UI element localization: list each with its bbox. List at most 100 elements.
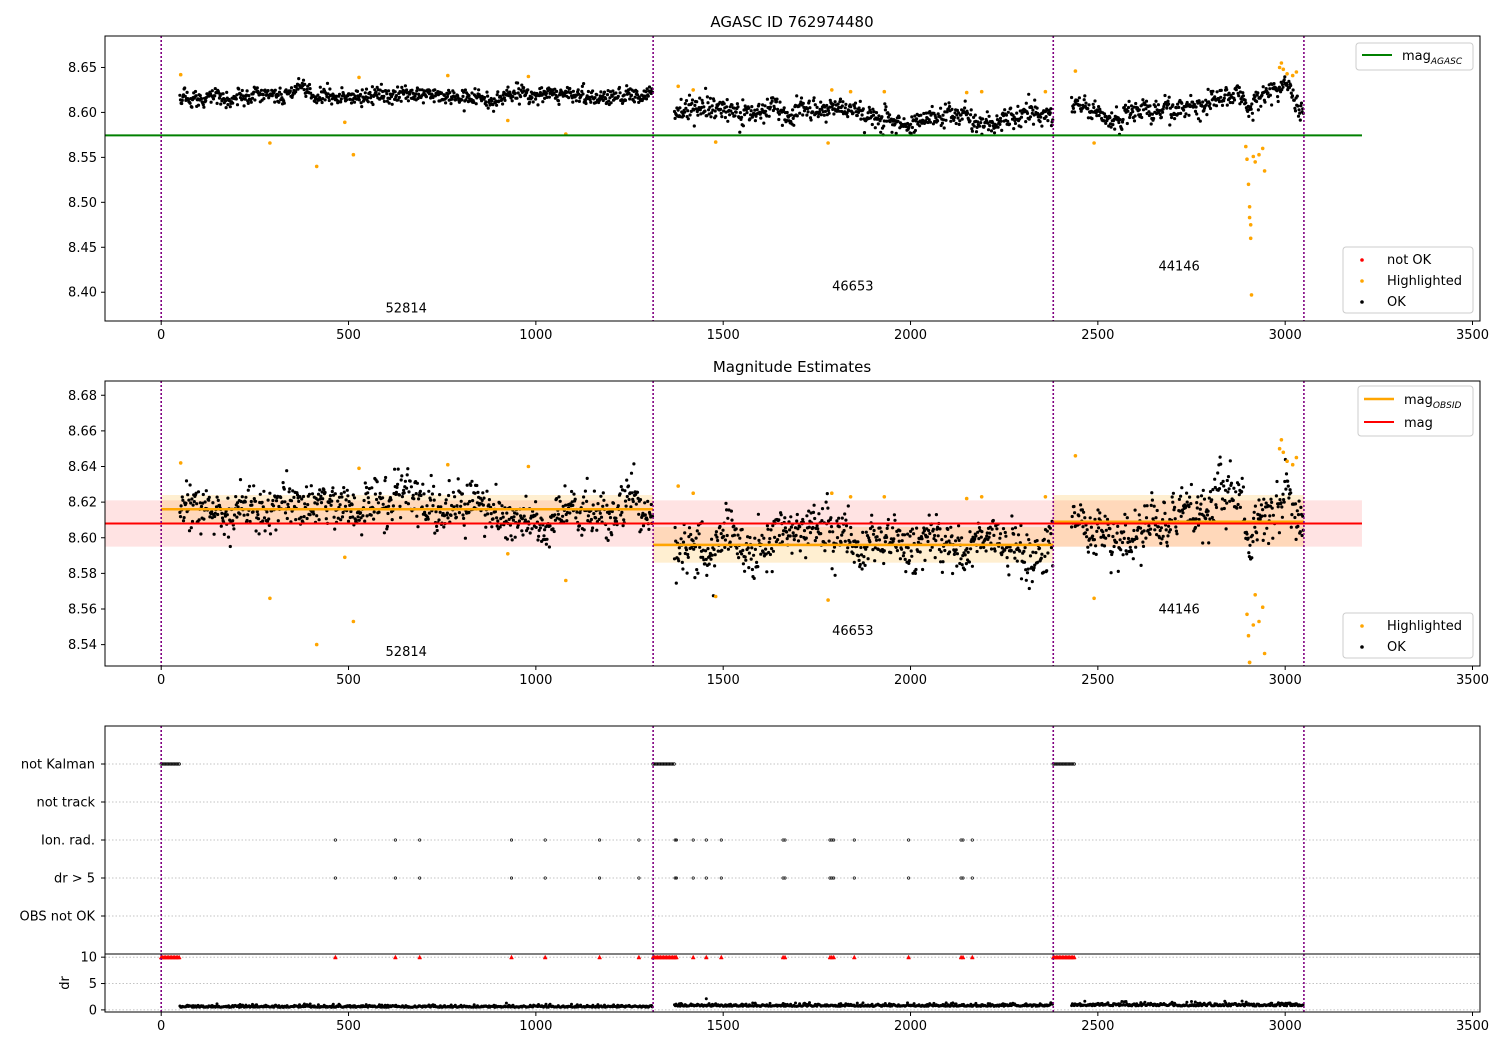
ok-point bbox=[326, 92, 330, 96]
ok-point bbox=[512, 515, 516, 519]
highlighted-point bbox=[1290, 73, 1295, 78]
ok-point bbox=[408, 479, 412, 483]
ok-point bbox=[576, 88, 580, 92]
ok-point bbox=[1158, 112, 1162, 117]
dr-gt-5-point bbox=[704, 876, 708, 880]
highlighted-point bbox=[964, 496, 969, 501]
ok-point bbox=[610, 94, 614, 98]
ok-point bbox=[1163, 511, 1167, 515]
not-kalman-point bbox=[1066, 762, 1070, 766]
ok-point bbox=[1027, 92, 1031, 96]
ion-rad-point bbox=[959, 838, 963, 842]
ok-point bbox=[308, 87, 312, 91]
ok-point bbox=[337, 92, 342, 96]
ok-point bbox=[473, 491, 477, 495]
highlighted-point bbox=[526, 74, 531, 79]
ok-point bbox=[419, 493, 423, 498]
ok-point bbox=[941, 560, 945, 564]
ok-point bbox=[1070, 110, 1074, 114]
highlighted-point bbox=[343, 120, 347, 125]
ok-point bbox=[959, 557, 963, 561]
ok-point bbox=[886, 111, 890, 115]
ok-point bbox=[211, 501, 215, 505]
ok-point bbox=[1044, 115, 1048, 119]
ok-point bbox=[956, 536, 960, 540]
x-tick-label: 0 bbox=[157, 673, 165, 688]
ok-point bbox=[538, 526, 543, 530]
ok-point bbox=[610, 509, 614, 514]
ok-point bbox=[952, 118, 956, 122]
ok-point bbox=[805, 514, 809, 518]
ok-point bbox=[301, 494, 306, 499]
ok-point bbox=[943, 548, 947, 553]
ok-point bbox=[540, 518, 544, 522]
ok-point bbox=[375, 497, 379, 502]
ok-point bbox=[1034, 551, 1038, 555]
ok-point bbox=[922, 526, 926, 530]
ok-point bbox=[563, 484, 567, 488]
ok-point bbox=[1167, 102, 1171, 106]
ok-point bbox=[833, 100, 837, 104]
ok-point bbox=[284, 88, 288, 92]
ok-point bbox=[1003, 548, 1007, 552]
ok-point bbox=[397, 493, 401, 497]
ok-point bbox=[428, 89, 432, 93]
ok-point bbox=[580, 84, 585, 88]
not-kalman-point bbox=[1069, 762, 1073, 766]
ok-point bbox=[1015, 559, 1019, 563]
ok-point bbox=[827, 539, 831, 543]
ok-point bbox=[785, 118, 789, 122]
ok-point bbox=[1276, 95, 1280, 99]
ok-point bbox=[503, 98, 507, 102]
ok-point bbox=[895, 549, 900, 553]
ok-point bbox=[424, 95, 428, 99]
ok-point bbox=[1048, 111, 1052, 115]
ok-point bbox=[366, 496, 370, 500]
ok-point bbox=[226, 535, 231, 539]
ok-point bbox=[686, 109, 690, 113]
ok-point bbox=[622, 93, 626, 97]
ok-point bbox=[627, 91, 631, 95]
ok-point bbox=[843, 512, 847, 516]
ok-point bbox=[198, 501, 202, 505]
ok-point bbox=[565, 519, 569, 523]
ok-point bbox=[643, 513, 647, 517]
ok-point bbox=[268, 532, 273, 536]
ok-point bbox=[968, 119, 972, 123]
ok-point bbox=[941, 113, 945, 117]
ok-point bbox=[819, 100, 823, 104]
ok-point bbox=[1211, 89, 1215, 93]
ok-point bbox=[1296, 114, 1301, 118]
ok-point bbox=[725, 533, 729, 538]
ok-point bbox=[1250, 102, 1254, 106]
ok-point bbox=[1299, 104, 1303, 108]
ok-point bbox=[847, 109, 851, 113]
highlighted-point bbox=[826, 141, 830, 145]
highlighted-point bbox=[351, 619, 356, 624]
ok-point bbox=[837, 109, 841, 113]
ok-point bbox=[1234, 88, 1238, 92]
ok-point bbox=[1195, 112, 1199, 116]
ok-point bbox=[480, 498, 484, 502]
ok-point bbox=[752, 553, 756, 557]
ok-point bbox=[770, 570, 774, 574]
ok-point bbox=[690, 101, 694, 105]
ok-point bbox=[370, 486, 374, 490]
ok-point bbox=[1086, 550, 1090, 554]
ok-point bbox=[736, 533, 740, 537]
ok-point bbox=[625, 84, 629, 88]
ok-point bbox=[616, 94, 620, 98]
ok-point bbox=[1033, 563, 1037, 567]
ok-point bbox=[525, 90, 529, 95]
highlighted-point bbox=[1043, 89, 1048, 94]
ok-point bbox=[442, 525, 446, 529]
ok-point bbox=[734, 110, 738, 114]
highlighted-point bbox=[1260, 146, 1265, 151]
ok-point bbox=[709, 115, 713, 119]
ok-point bbox=[1076, 99, 1080, 103]
ok-point bbox=[343, 504, 348, 508]
ok-point bbox=[1214, 503, 1218, 507]
ok-point bbox=[735, 552, 740, 556]
ok-point bbox=[344, 498, 348, 502]
ok-point bbox=[956, 116, 960, 120]
